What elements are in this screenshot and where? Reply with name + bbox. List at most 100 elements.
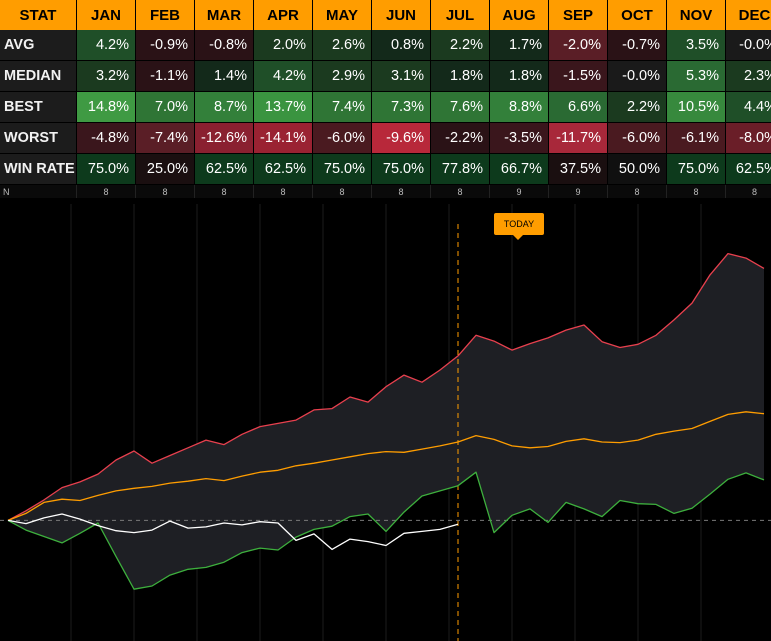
header-nov[interactable]: NOV xyxy=(666,0,726,30)
header-jan[interactable]: JAN xyxy=(76,0,136,30)
table-cell: 3.5% xyxy=(666,30,726,61)
table-cell: 5.3% xyxy=(666,60,726,92)
table-cell: 4.2% xyxy=(253,60,313,92)
table-cell: 75.0% xyxy=(76,153,136,185)
table-cell: -7.4% xyxy=(135,122,195,154)
sample-count-cell: 8 xyxy=(76,184,136,199)
table-cell: -6.1% xyxy=(666,122,726,154)
table-cell: 10.5% xyxy=(666,91,726,123)
header-aug[interactable]: AUG xyxy=(489,0,549,30)
sample-count-cell: 8 xyxy=(253,184,313,199)
table-cell: -0.0% xyxy=(725,30,771,61)
header-mar[interactable]: MAR xyxy=(194,0,254,30)
table-cell: 8.7% xyxy=(194,91,254,123)
table-cell: 7.4% xyxy=(312,91,372,123)
table-cell: -0.0% xyxy=(607,60,667,92)
table-cell: 66.7% xyxy=(489,153,549,185)
header-may[interactable]: MAY xyxy=(312,0,372,30)
sample-count-cell: 8 xyxy=(430,184,490,199)
sample-count-cell: 8 xyxy=(312,184,372,199)
median-series-line xyxy=(7,411,765,522)
header-sep[interactable]: SEP xyxy=(548,0,608,30)
table-cell: -3.5% xyxy=(489,122,549,154)
table-row: AVG 4.2% -0.9% -0.8% 2.0% 2.6% 0.8% 2.2% 1.7% -2.… xyxy=(0,30,771,61)
table-cell: -0.7% xyxy=(607,30,667,61)
table-cell: 37.5% xyxy=(548,153,608,185)
table-cell: 3.2% xyxy=(76,60,136,92)
sample-count-cell: 8 xyxy=(135,184,195,199)
table-cell: 0.8% xyxy=(371,30,431,61)
table-cell: 50.0% xyxy=(607,153,667,185)
table-cell: -2.0% xyxy=(548,30,608,61)
row-label: BEST xyxy=(0,91,77,123)
table-cell: 75.0% xyxy=(666,153,726,185)
table-cell: -12.6% xyxy=(194,122,254,154)
table-cell: 2.3% xyxy=(725,60,771,92)
header-stat[interactable]: STAT xyxy=(0,0,77,30)
table-cell: -0.8% xyxy=(194,30,254,61)
table-row: WORST -4.8% -7.4% -12.6% -14.1% -6.0% -9.6% -2.… xyxy=(0,122,771,154)
table-cell: 75.0% xyxy=(371,153,431,185)
table-cell: 62.5% xyxy=(194,153,254,185)
table-cell: -1.5% xyxy=(548,60,608,92)
table-cell: 62.5% xyxy=(253,153,313,185)
sample-count-cell: 8 xyxy=(666,184,726,199)
row-label: WORST xyxy=(0,122,77,154)
table-cell: 4.2% xyxy=(76,30,136,61)
sample-count-cell: 8 xyxy=(194,184,254,199)
table-cell: -8.0% xyxy=(725,122,771,154)
table-cell: 2.9% xyxy=(312,60,372,92)
table-cell: -14.1% xyxy=(253,122,313,154)
table-cell: 2.0% xyxy=(253,30,313,61)
table-cell: 75.0% xyxy=(312,153,372,185)
table-cell: -1.1% xyxy=(135,60,195,92)
table-row: MEDIAN 3.2% -1.1% 1.4% 4.2% 2.9% 3.1% 1.8% 1.8% -… xyxy=(0,60,771,92)
table-row: WIN RATE 75.0% 25.0% 62.5% 62.5% 75.0% 75.0% 77… xyxy=(0,153,771,185)
table-cell: 8.8% xyxy=(489,91,549,123)
header-jul[interactable]: JUL xyxy=(430,0,490,30)
table-cell: -11.7% xyxy=(548,122,608,154)
table-row: BEST 14.8% 7.0% 8.7% 13.7% 7.4% 7.3% 7.6% 8.8% 6.… xyxy=(0,91,771,123)
table-cell: 1.7% xyxy=(489,30,549,61)
table-cell: 2.6% xyxy=(312,30,372,61)
table-cell: -0.9% xyxy=(135,30,195,61)
table-cell: 25.0% xyxy=(135,153,195,185)
header-dec[interactable]: DEC xyxy=(725,0,771,30)
header-apr[interactable]: APR xyxy=(253,0,313,30)
header-feb[interactable]: FEB xyxy=(135,0,195,30)
table-cell: 4.4% xyxy=(725,91,771,123)
best-series-line xyxy=(7,252,765,521)
table-cell: -6.0% xyxy=(607,122,667,154)
sample-count-cell: 9 xyxy=(548,184,608,199)
table-cell: 3.1% xyxy=(371,60,431,92)
worst-series-line xyxy=(7,471,765,590)
table-cell: -9.6% xyxy=(371,122,431,154)
today-marker-label: TODAY xyxy=(494,213,544,240)
table-cell: 1.8% xyxy=(489,60,549,92)
row-label: AVG xyxy=(0,30,77,61)
seasonality-line-chart xyxy=(0,204,771,641)
current-series-line xyxy=(7,513,459,551)
table-cell: 1.4% xyxy=(194,60,254,92)
table-cell: -6.0% xyxy=(312,122,372,154)
sample-count-cell: 8 xyxy=(371,184,431,199)
table-cell: 77.8% xyxy=(430,153,490,185)
table-cell: 6.6% xyxy=(548,91,608,123)
header-jun[interactable]: JUN xyxy=(371,0,431,30)
sample-count-cell: 8 xyxy=(725,184,771,199)
table-cell: 7.3% xyxy=(371,91,431,123)
table-cell: 7.0% xyxy=(135,91,195,123)
sample-count-cell: 9 xyxy=(489,184,549,199)
row-label: WIN RATE xyxy=(0,153,77,185)
header-oct[interactable]: OCT xyxy=(607,0,667,30)
table-cell: 1.8% xyxy=(430,60,490,92)
sample-count-cell: 8 xyxy=(607,184,667,199)
row-label: MEDIAN xyxy=(0,60,77,92)
table-cell: 14.8% xyxy=(76,91,136,123)
table-cell: 62.5% xyxy=(725,153,771,185)
table-cell: 2.2% xyxy=(607,91,667,123)
table-header-row: STAT JAN FEB MAR APR MAY JUN JUL AUG SEP OCT NOV DEC xyxy=(0,0,771,30)
seasonality-stats-table: STAT JAN FEB MAR APR MAY JUN JUL AUG SEP OCT NOV DEC… xyxy=(0,0,771,199)
table-cell: -2.2% xyxy=(430,122,490,154)
